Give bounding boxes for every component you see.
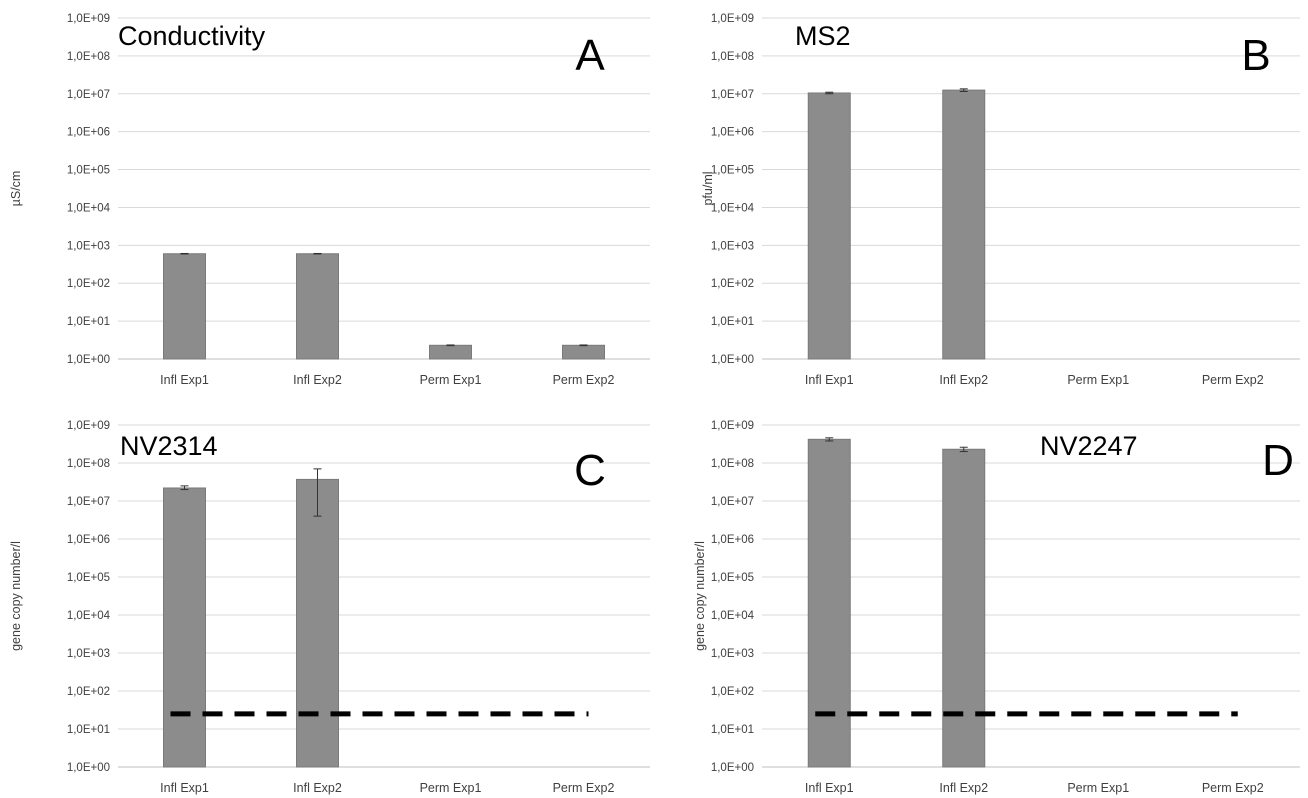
y-tick-label: 1,0E+08: [67, 458, 110, 470]
chart-panel-d: 1,0E+00 1,0E+01 1,0E+02 1,0E+03 1,0E+04 1,0E+…: [693, 420, 1300, 795]
x-tick-label: Infl Exp2: [939, 373, 988, 387]
x-tick-label: Perm Exp1: [1067, 781, 1129, 795]
panel-letter: A: [575, 31, 605, 80]
bar: [296, 253, 339, 360]
bar: [562, 344, 605, 360]
x-tick-label: Perm Exp1: [420, 781, 482, 795]
y-tick-label: 1,0E+08: [67, 51, 110, 63]
panel-letter: B: [1241, 31, 1270, 80]
y-tick-label: 1,0E+07: [67, 89, 110, 101]
bar: [942, 448, 986, 768]
y-tick-label: 1,0E+02: [711, 686, 754, 698]
x-tick-label: Infl Exp2: [939, 781, 988, 795]
y-tick-label: 1,0E+00: [67, 762, 110, 774]
x-tick-label: Infl Exp1: [805, 781, 854, 795]
x-tick-label: Infl Exp2: [293, 781, 342, 795]
y-tick-label: 1,0E+01: [67, 316, 110, 328]
panel-title: NV2314: [120, 431, 218, 461]
panel-letter: C: [574, 446, 606, 495]
x-tick-label: Infl Exp2: [293, 373, 342, 387]
y-tick-label: 1,0E+07: [67, 496, 110, 508]
x-tick-label: Infl Exp1: [160, 373, 209, 387]
bar: [942, 89, 986, 360]
y-tick-label: 1,0E+01: [67, 724, 110, 736]
y-tick-label: 1,0E+05: [711, 572, 754, 584]
y-tick-label: 1,0E+08: [711, 51, 754, 63]
x-tick-label: Perm Exp2: [1202, 781, 1264, 795]
y-tick-label: 1,0E+00: [67, 354, 110, 366]
y-axis-label: µS/cm: [9, 171, 23, 207]
x-tick-label: Perm Exp2: [1202, 373, 1264, 387]
panel-title: NV2247: [1040, 431, 1138, 461]
chart-panel-c: 1,0E+00 1,0E+01 1,0E+02 1,0E+03 1,0E+04 1,0E+…: [9, 420, 650, 795]
y-tick-label: 1,0E+02: [67, 686, 110, 698]
bar: [163, 487, 206, 768]
y-tick-label: 1,0E+02: [67, 278, 110, 290]
y-tick-label: 1,0E+05: [67, 165, 110, 177]
x-tick-label: Perm Exp2: [553, 373, 615, 387]
y-axis-label: pfu/ml: [701, 171, 715, 205]
y-tick-label: 1,0E+06: [67, 534, 110, 546]
y-tick-label: 1,0E+03: [711, 240, 754, 252]
y-tick-label: 1,0E+00: [711, 354, 754, 366]
y-tick-label: 1,0E+06: [711, 534, 754, 546]
y-axis-label: gene copy number/l: [693, 541, 707, 651]
panel-title: Conductivity: [118, 21, 266, 51]
y-axis-label: gene copy number/l: [9, 541, 23, 651]
y-tick-label: 1,0E+05: [67, 572, 110, 584]
bar: [163, 253, 206, 360]
bar: [807, 438, 851, 768]
y-tick-label: 1,0E+09: [67, 13, 110, 25]
y-tick-label: 1,0E+04: [67, 202, 111, 214]
bar: [807, 92, 851, 360]
x-tick-label: Perm Exp2: [553, 781, 615, 795]
y-tick-label: 1,0E+03: [67, 648, 110, 660]
y-tick-label: 1,0E+09: [711, 420, 754, 432]
panel-letter: D: [1262, 436, 1294, 485]
y-tick-label: 1,0E+08: [711, 458, 754, 470]
y-tick-label: 1,0E+04: [67, 610, 111, 622]
y-tick-label: 1,0E+04: [711, 202, 755, 214]
y-tick-label: 1,0E+03: [711, 648, 754, 660]
y-tick-label: 1,0E+07: [711, 89, 754, 101]
y-tick-label: 1,0E+07: [711, 496, 754, 508]
y-tick-label: 1,0E+06: [711, 127, 754, 139]
y-tick-label: 1,0E+04: [711, 610, 755, 622]
y-tick-label: 1,0E+09: [711, 13, 754, 25]
x-tick-label: Perm Exp1: [1067, 373, 1129, 387]
panel-title: MS2: [795, 21, 851, 51]
x-tick-label: Infl Exp1: [160, 781, 209, 795]
y-tick-label: 1,0E+09: [67, 420, 110, 432]
chart-panel-a: 1,0E+00 1,0E+01 1,0E+02 1,0E+03 1,0E+04 1,0E+…: [9, 13, 650, 387]
chart-panel-b: 1,0E+00 1,0E+01 1,0E+02 1,0E+03 1,0E+04 1,0E+…: [701, 13, 1300, 387]
y-tick-label: 1,0E+03: [67, 240, 110, 252]
x-tick-label: Infl Exp1: [805, 373, 854, 387]
bar: [429, 344, 472, 360]
y-tick-label: 1,0E+01: [711, 724, 754, 736]
x-tick-label: Perm Exp1: [420, 373, 482, 387]
y-tick-label: 1,0E+01: [711, 316, 754, 328]
bar: [296, 478, 339, 768]
y-tick-label: 1,0E+06: [67, 127, 110, 139]
y-tick-label: 1,0E+05: [711, 165, 754, 177]
y-tick-label: 1,0E+00: [711, 762, 754, 774]
y-tick-label: 1,0E+02: [711, 278, 754, 290]
